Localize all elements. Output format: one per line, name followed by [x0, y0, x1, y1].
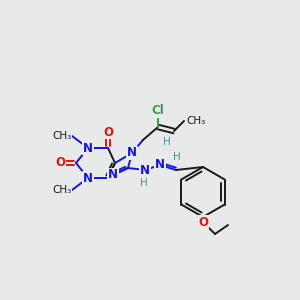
- Text: O: O: [198, 215, 208, 229]
- Text: N: N: [140, 164, 150, 176]
- Text: Cl: Cl: [152, 104, 164, 118]
- Text: N: N: [155, 158, 165, 172]
- Text: N: N: [83, 142, 93, 154]
- Text: H: H: [163, 137, 171, 147]
- Text: CH₃: CH₃: [53, 185, 72, 195]
- Text: N: N: [108, 169, 118, 182]
- Text: O: O: [103, 125, 113, 139]
- Text: O: O: [55, 157, 65, 169]
- Text: CH₃: CH₃: [186, 116, 205, 126]
- Text: CH₃: CH₃: [53, 131, 72, 141]
- Text: N: N: [83, 172, 93, 184]
- Text: N: N: [127, 146, 137, 160]
- Text: H: H: [140, 178, 148, 188]
- Text: H: H: [173, 152, 181, 162]
